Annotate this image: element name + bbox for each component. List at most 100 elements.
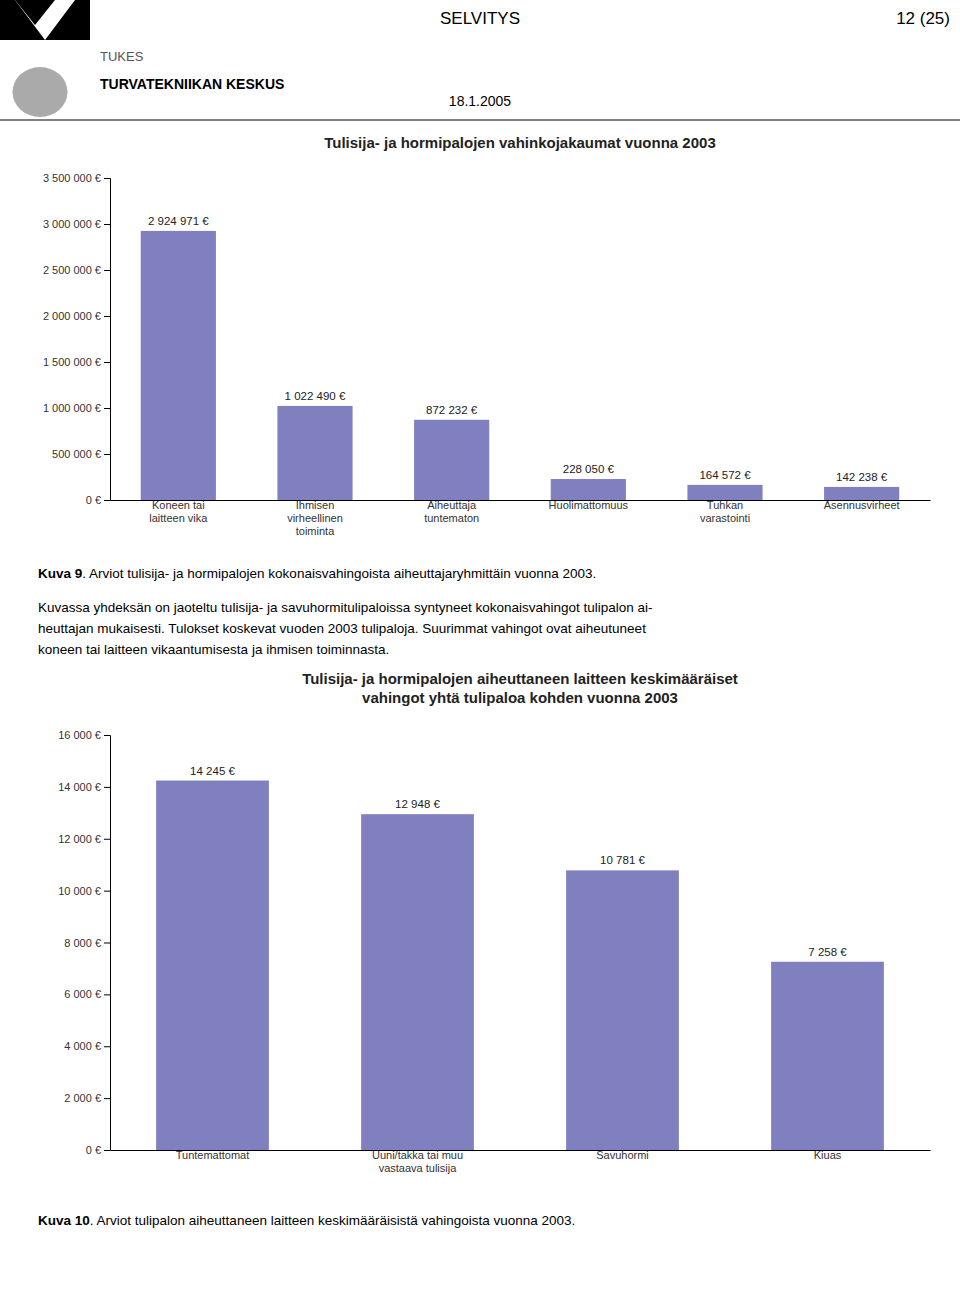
tick: 2 000 000 € xyxy=(43,310,110,322)
tick-label: 500 000 € xyxy=(52,448,101,460)
tick-label: 4 000 € xyxy=(64,1040,101,1052)
tick: 3 500 000 € xyxy=(43,172,110,184)
tick-mark xyxy=(104,1098,110,1099)
tick-label: Koneen tailaitteen vika xyxy=(149,499,208,524)
tick-mark xyxy=(104,362,110,363)
logo-mountain xyxy=(15,0,55,25)
tick-label: 3 500 000 € xyxy=(43,172,101,184)
data-label: 10 781 € xyxy=(600,854,645,866)
tick: Ihmisenvirheellinentoiminta xyxy=(287,499,343,537)
tick-label-line: vastaava tulisija xyxy=(379,1162,458,1174)
tick-label: Uuni/takka tai muuvastaava tulisija xyxy=(372,1149,463,1174)
paragraph-line: heuttajan mukaisesti. Tulokset koskevat … xyxy=(38,621,646,636)
data-label: 228 050 € xyxy=(563,463,615,475)
tick-label-line: Savuhormi xyxy=(596,1149,649,1161)
tick-mark xyxy=(104,408,110,409)
bar xyxy=(687,485,762,500)
tick-label: Savuhormi xyxy=(596,1149,649,1161)
logo-oval xyxy=(13,67,68,117)
tick-label-line: Huolimattomuus xyxy=(549,499,629,511)
tick: Kiuas xyxy=(814,1149,842,1161)
header-tukes: TUKES xyxy=(100,49,144,64)
tick-label-line: Uuni/takka tai muu xyxy=(372,1149,463,1161)
tick-mark xyxy=(104,1046,110,1047)
tick-label: 0 € xyxy=(86,494,101,506)
paragraph: Kuvassa yhdeksän on jaoteltu tulisija- j… xyxy=(38,600,653,657)
y-axis: 0 €2 000 €4 000 €6 000 €8 000 €10 000 €1… xyxy=(58,729,110,1156)
tick-mark xyxy=(104,500,110,501)
tick-mark xyxy=(104,270,110,271)
bars xyxy=(156,781,884,1150)
data-label: 142 238 € xyxy=(836,471,888,483)
tick: 500 000 € xyxy=(52,448,110,460)
tick-label: 1 000 000 € xyxy=(43,402,101,414)
header-center: SELVITYS xyxy=(440,9,520,28)
data-label: 7 258 € xyxy=(808,946,847,958)
tick-mark xyxy=(104,839,110,840)
data-label: 1 022 490 € xyxy=(285,390,346,402)
tick-mark xyxy=(104,224,110,225)
header-right: 12 (25) xyxy=(896,9,950,28)
tick-label-line: laitteen vika xyxy=(149,512,208,524)
caption-bold: Kuva 10 xyxy=(38,1213,90,1228)
chart-title: Tulisija- ja hormipalojen vahinkojakauma… xyxy=(324,134,716,151)
tick-label: 16 000 € xyxy=(58,729,101,741)
header: SELVITYS 12 (25) TUKES TURVATEKNIIKAN KESKU… xyxy=(0,0,960,120)
data-label: 2 924 971 € xyxy=(148,215,209,227)
tick-label-line: varastointi xyxy=(700,512,750,524)
tick-label: 6 000 € xyxy=(64,988,101,1000)
y-axis: 0 € 500 000 € 1 000 000 € 1 500 000 € 2 000 … xyxy=(43,172,111,506)
paragraph-line: koneen tai laitteen vikaantumisesta ja i… xyxy=(38,642,389,657)
tick-label: Aiheuttajatuntematon xyxy=(424,499,479,524)
tick: 1 000 000 € xyxy=(43,402,110,414)
tick: 1 500 000 € xyxy=(43,356,110,368)
logo-block xyxy=(0,0,90,40)
tick-label-line: toiminta xyxy=(296,525,335,537)
tick: Uuni/takka tai muuvastaava tulisija xyxy=(372,1149,463,1174)
tick-label: Tuhkanvarastointi xyxy=(700,499,750,524)
caption-text: . Arviot tulipalon aiheuttaneen laitteen… xyxy=(90,1213,576,1228)
tick-label-line: Tuhkan xyxy=(707,499,743,511)
chart-title: Tulisija- ja hormipalojen aiheuttaneen l… xyxy=(302,670,738,706)
tick: 12 000 € xyxy=(58,833,110,845)
tick: Savuhormi xyxy=(596,1149,649,1161)
tick: 8 000 € xyxy=(64,937,110,949)
page: SELVITYS 12 (25) TUKES TURVATEKNIIKAN KESKU… xyxy=(0,0,960,1297)
bar xyxy=(156,781,269,1150)
tick-label-line: Koneen tai xyxy=(152,499,205,511)
tick-mark xyxy=(104,178,110,179)
bars xyxy=(141,231,900,500)
data-labels: 2 924 971 € 1 022 490 € 872 232 € 228 050 €… xyxy=(148,215,888,483)
tick-mark xyxy=(104,943,110,944)
tick-label-line: Asennusvirheet xyxy=(824,499,900,511)
paragraph-line: Kuvassa yhdeksän on jaoteltu tulisija- j… xyxy=(38,600,653,615)
header-tukes2: TURVATEKNIIKAN KESKUS xyxy=(100,76,284,92)
tick-mark xyxy=(104,735,110,736)
tick: 14 000 € xyxy=(58,781,110,793)
tick-label: 10 000 € xyxy=(58,885,101,897)
tick: 4 000 € xyxy=(64,1040,110,1052)
tick-mark xyxy=(104,1150,110,1151)
tick: 0 € xyxy=(86,494,110,506)
bar xyxy=(277,406,352,500)
tick: Aiheuttajatuntematon xyxy=(424,499,479,524)
logo-triangle xyxy=(15,0,75,40)
axis-line xyxy=(104,179,111,501)
bar xyxy=(551,479,626,500)
tick-label: 2 000 000 € xyxy=(43,310,101,322)
bar xyxy=(141,231,216,500)
tick: Tuhkanvarastointi xyxy=(700,499,750,524)
tick-label: 14 000 € xyxy=(58,781,101,793)
data-label: 872 232 € xyxy=(426,404,478,416)
tick: 10 000 € xyxy=(58,885,110,897)
caption: Kuva 10. Arviot tulipalon aiheuttaneen l… xyxy=(38,1213,575,1228)
caption-bold: Kuva 9 xyxy=(38,566,82,581)
tick: 2 500 000 € xyxy=(43,264,110,276)
bar xyxy=(566,870,679,1150)
bar xyxy=(361,814,474,1150)
tick-label: Huolimattomuus xyxy=(549,499,629,511)
tick: Huolimattomuus xyxy=(549,499,629,511)
bar xyxy=(414,420,489,500)
tick-label: 8 000 € xyxy=(64,937,101,949)
tick-mark xyxy=(104,891,110,892)
